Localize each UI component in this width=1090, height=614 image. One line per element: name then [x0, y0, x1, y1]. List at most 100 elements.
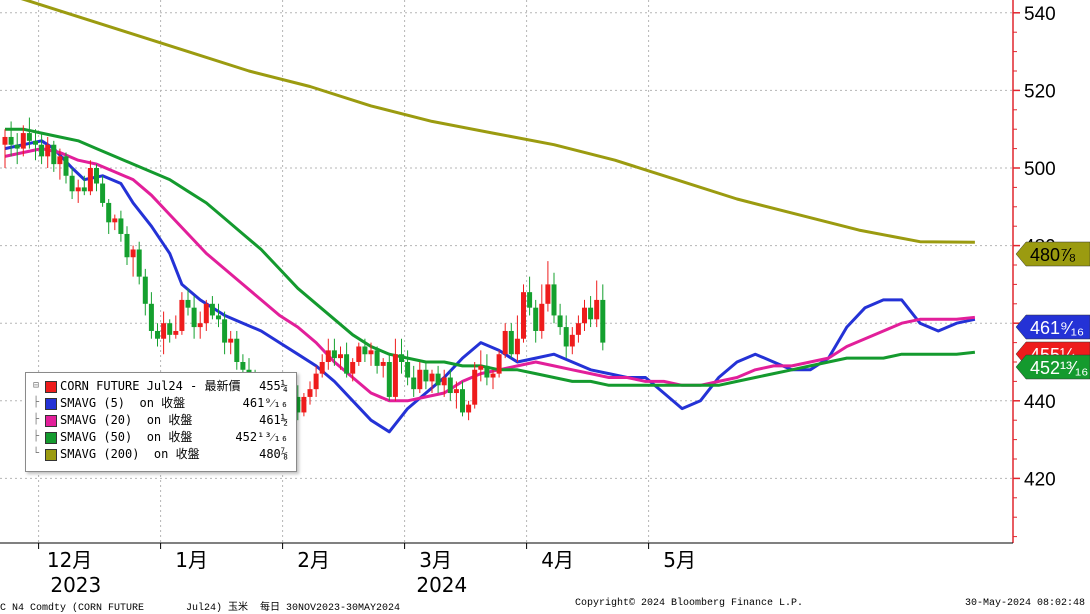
candle-body	[26, 133, 32, 141]
legend-label: SMAVG (200) on 收盤	[60, 447, 200, 461]
candle-body	[478, 365, 484, 370]
candle-body	[197, 323, 203, 328]
candle-body	[228, 338, 234, 343]
y-tick-label: 440	[1024, 392, 1056, 413]
legend-label: SMAVG (20) on 收盤	[60, 413, 193, 427]
candle-body	[453, 389, 459, 394]
candle-body	[209, 303, 215, 316]
legend-value: 480⅞	[259, 447, 288, 461]
candle-body	[575, 323, 581, 335]
candle-body	[399, 354, 404, 362]
candle-body	[331, 350, 337, 359]
y-tick-label: 420	[1024, 469, 1056, 490]
candle-body	[356, 346, 362, 362]
legend-item: ├ SMAVG (50) on 收盤 452¹³⁄₁₆	[30, 429, 292, 445]
candle-body	[295, 396, 301, 413]
candle-body	[344, 354, 350, 374]
candle-body	[551, 284, 557, 316]
candle-body	[14, 144, 20, 149]
candle-body	[557, 315, 563, 328]
candle-body	[514, 338, 520, 355]
candle-body	[301, 396, 307, 413]
candle-body	[374, 350, 380, 366]
candle-body	[319, 362, 325, 374]
last-value-tag: 452¹³⁄₁₆	[1015, 354, 1090, 380]
legend-tree-icon: ├	[33, 431, 40, 442]
x-tick-label: 4月	[541, 548, 574, 572]
y-tick-label: 520	[1024, 81, 1056, 102]
x-tick-label: 2月	[297, 548, 330, 572]
x-tick-label: 5月	[663, 548, 696, 572]
candle-body	[167, 323, 173, 335]
candle-body	[161, 323, 167, 339]
candle-body	[472, 369, 478, 405]
candle-body	[521, 292, 526, 339]
legend-swatch	[45, 381, 57, 393]
legend-item: └ SMAVG (200) on 收盤 480⅞	[30, 446, 292, 462]
candle-body	[8, 136, 14, 145]
series-line	[4, 139, 976, 434]
candle-body	[39, 144, 45, 157]
footer-security-info: C N4 Comdty (CORN FUTURE Jul24) 玉米 每日 30…	[0, 603, 401, 614]
candle-body	[594, 299, 600, 320]
chart-legend: ⊟ CORN FUTURE Jul24 - 最新價 455¼ ├ SMAVG (5) o…	[25, 372, 297, 472]
candle-body	[539, 303, 545, 331]
footer-copyright: Copyright© 2024 Bloomberg Finance L.P.	[575, 598, 804, 609]
candle-body	[460, 389, 465, 413]
series-line	[20, 0, 975, 244]
x-tick-label: 3月	[419, 548, 452, 572]
candle-body	[33, 140, 38, 145]
y-tick-label: 500	[1024, 159, 1056, 180]
candle-body	[203, 303, 209, 324]
legend-item: ├ SMAVG (20) on 收盤 461½	[30, 412, 292, 428]
candle-body	[185, 299, 191, 308]
footer-timestamp: 30-May-2024 08:02:48	[965, 598, 1086, 609]
legend-value: 452¹³⁄₁₆	[235, 430, 288, 444]
candle-body	[466, 404, 472, 413]
candle-body	[136, 249, 142, 277]
svg-text:480⅞: 480⅞	[1030, 245, 1076, 265]
candle-body	[490, 373, 496, 378]
y-tick-label: 540	[1024, 4, 1056, 25]
candle-body	[545, 284, 551, 304]
candle-body	[508, 330, 514, 355]
candle-body	[313, 373, 319, 390]
candle-body	[600, 299, 606, 343]
candle-body	[307, 389, 313, 397]
legend-swatch	[45, 449, 57, 461]
candle-body	[563, 327, 569, 347]
candle-body	[222, 319, 228, 343]
legend-value: 461⁹⁄₁₆	[242, 396, 288, 410]
candle-body	[124, 233, 130, 258]
candle-body	[216, 315, 221, 320]
candle-body	[502, 330, 508, 355]
legend-item: ├ SMAVG (5) on 收盤 461⁹⁄₁₆	[30, 395, 292, 411]
legend-swatch	[45, 398, 57, 410]
last-value-tag: 461⁹⁄₁₆	[1015, 314, 1090, 340]
legend-label: SMAVG (50) on 收盤	[60, 430, 193, 444]
candle-body	[350, 362, 356, 374]
candle-body	[75, 187, 81, 192]
candle-body	[94, 168, 99, 184]
candle-body	[130, 249, 136, 258]
candle-body	[106, 202, 112, 223]
candle-body	[69, 175, 75, 192]
svg-text:461⁹⁄₁₆: 461⁹⁄₁₆	[1030, 318, 1084, 338]
legend-tree-icon: └	[33, 448, 40, 459]
legend-value: 455¼	[259, 379, 288, 393]
candle-body	[100, 183, 106, 203]
candle-body	[142, 276, 148, 304]
candle-body	[533, 307, 539, 331]
legend-label: SMAVG (5) on 收盤	[60, 396, 186, 410]
candle-body	[392, 354, 398, 397]
candle-body	[435, 373, 441, 386]
candle-body	[234, 338, 240, 362]
candle-body	[179, 299, 185, 331]
candle-body	[447, 377, 453, 394]
candle-body	[81, 187, 87, 192]
x-tick-label: 12月	[47, 548, 92, 572]
candle-body	[496, 354, 502, 374]
x-year-label: 2024	[416, 573, 467, 597]
legend-swatch	[45, 432, 57, 444]
